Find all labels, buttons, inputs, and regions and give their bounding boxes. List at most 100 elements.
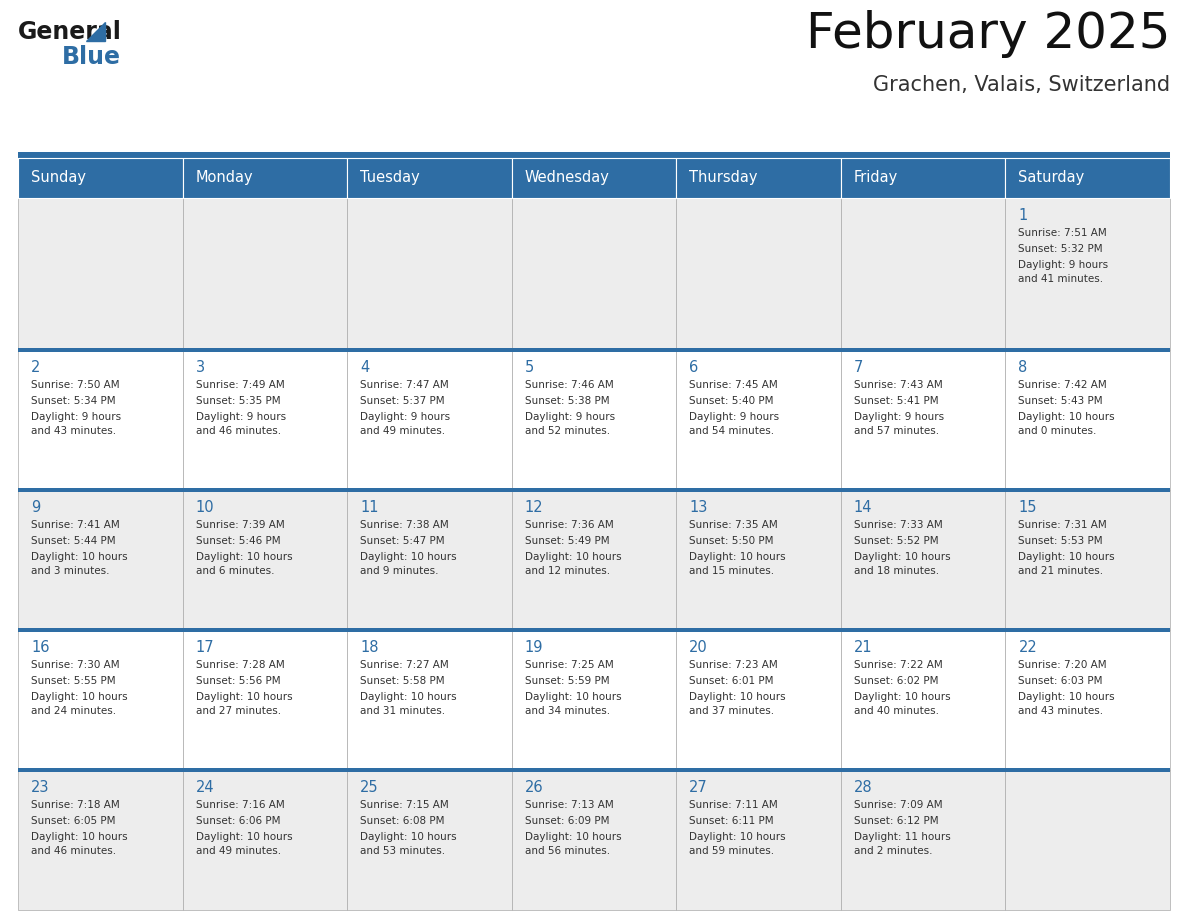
Bar	[18, 197, 183, 350]
Text: and 2 minutes.: and 2 minutes.	[854, 845, 933, 856]
Text: 23: 23	[31, 779, 50, 795]
Text: and 34 minutes.: and 34 minutes.	[525, 706, 609, 716]
Text: Sunrise: 7:09 AM: Sunrise: 7:09 AM	[854, 800, 942, 810]
Text: Sunrise: 7:51 AM: Sunrise: 7:51 AM	[1018, 228, 1107, 238]
Bar	[18, 630, 183, 770]
Text: Sunrise: 7:45 AM: Sunrise: 7:45 AM	[689, 380, 778, 390]
Text: Daylight: 10 hours: Daylight: 10 hours	[196, 692, 292, 701]
Text: 28: 28	[854, 779, 872, 795]
Text: and 46 minutes.: and 46 minutes.	[196, 426, 280, 436]
Text: Sunrise: 7:31 AM: Sunrise: 7:31 AM	[1018, 520, 1107, 530]
Text: Thursday: Thursday	[689, 170, 758, 185]
Text: Sunrise: 7:50 AM: Sunrise: 7:50 AM	[31, 380, 120, 390]
Text: Sunrise: 7:33 AM: Sunrise: 7:33 AM	[854, 520, 942, 530]
Text: 3: 3	[196, 360, 204, 375]
Bar	[676, 630, 841, 770]
Text: and 31 minutes.: and 31 minutes.	[360, 706, 446, 716]
Text: Sunset: 5:37 PM: Sunset: 5:37 PM	[360, 396, 444, 406]
Text: Sunset: 6:11 PM: Sunset: 6:11 PM	[689, 816, 773, 826]
Text: 4: 4	[360, 360, 369, 375]
Text: Daylight: 10 hours: Daylight: 10 hours	[525, 692, 621, 701]
Text: 21: 21	[854, 640, 872, 655]
Bar	[1005, 350, 1170, 489]
Bar	[841, 770, 1005, 910]
Text: Sunrise: 7:13 AM: Sunrise: 7:13 AM	[525, 800, 613, 810]
Polygon shape	[87, 22, 106, 41]
Bar	[1005, 197, 1170, 350]
Text: Sunrise: 7:16 AM: Sunrise: 7:16 AM	[196, 800, 284, 810]
Text: General: General	[18, 20, 122, 44]
Text: and 52 minutes.: and 52 minutes.	[525, 426, 609, 436]
Bar	[676, 350, 841, 489]
Text: Sunset: 6:09 PM: Sunset: 6:09 PM	[525, 816, 609, 826]
Text: Daylight: 10 hours: Daylight: 10 hours	[525, 552, 621, 562]
Text: Sunset: 6:12 PM: Sunset: 6:12 PM	[854, 816, 939, 826]
Bar	[676, 158, 841, 197]
Text: and 49 minutes.: and 49 minutes.	[196, 845, 280, 856]
Text: Sunset: 6:08 PM: Sunset: 6:08 PM	[360, 816, 444, 826]
Bar	[183, 770, 347, 910]
Bar	[512, 158, 676, 197]
Text: Sunset: 5:35 PM: Sunset: 5:35 PM	[196, 396, 280, 406]
Text: Sunrise: 7:28 AM: Sunrise: 7:28 AM	[196, 660, 284, 670]
Text: Sunrise: 7:25 AM: Sunrise: 7:25 AM	[525, 660, 613, 670]
Text: and 0 minutes.: and 0 minutes.	[1018, 426, 1097, 436]
Text: Sunset: 5:52 PM: Sunset: 5:52 PM	[854, 536, 939, 545]
Text: 15: 15	[1018, 499, 1037, 515]
Text: Sunrise: 7:30 AM: Sunrise: 7:30 AM	[31, 660, 120, 670]
Text: Daylight: 10 hours: Daylight: 10 hours	[689, 832, 786, 842]
Text: 8: 8	[1018, 360, 1028, 375]
Text: Monday: Monday	[196, 170, 253, 185]
Text: and 12 minutes.: and 12 minutes.	[525, 565, 609, 576]
Bar	[676, 770, 841, 910]
Bar	[347, 350, 512, 489]
Text: and 27 minutes.: and 27 minutes.	[196, 706, 280, 716]
Text: 26: 26	[525, 779, 543, 795]
Text: Sunset: 6:05 PM: Sunset: 6:05 PM	[31, 816, 115, 826]
Text: Daylight: 9 hours: Daylight: 9 hours	[689, 412, 779, 421]
Text: and 43 minutes.: and 43 minutes.	[1018, 706, 1104, 716]
Text: 19: 19	[525, 640, 543, 655]
Text: Grachen, Valais, Switzerland: Grachen, Valais, Switzerland	[873, 75, 1170, 95]
Text: Sunset: 5:55 PM: Sunset: 5:55 PM	[31, 676, 115, 686]
Bar	[18, 487, 1170, 492]
Text: Sunrise: 7:49 AM: Sunrise: 7:49 AM	[196, 380, 284, 390]
Text: Sunrise: 7:46 AM: Sunrise: 7:46 AM	[525, 380, 613, 390]
Text: Daylight: 9 hours: Daylight: 9 hours	[31, 412, 121, 421]
Text: Daylight: 11 hours: Daylight: 11 hours	[854, 832, 950, 842]
Bar	[512, 350, 676, 489]
Text: Sunset: 5:50 PM: Sunset: 5:50 PM	[689, 536, 773, 545]
Text: Daylight: 10 hours: Daylight: 10 hours	[689, 692, 786, 701]
Text: 20: 20	[689, 640, 708, 655]
Text: Sunset: 5:40 PM: Sunset: 5:40 PM	[689, 396, 773, 406]
Bar	[841, 197, 1005, 350]
Text: Daylight: 9 hours: Daylight: 9 hours	[854, 412, 944, 421]
Text: Daylight: 10 hours: Daylight: 10 hours	[1018, 692, 1116, 701]
Bar	[512, 197, 676, 350]
Text: 17: 17	[196, 640, 214, 655]
Bar	[18, 152, 1170, 158]
Bar	[676, 197, 841, 350]
Text: and 37 minutes.: and 37 minutes.	[689, 706, 775, 716]
Text: and 53 minutes.: and 53 minutes.	[360, 845, 446, 856]
Text: Sunrise: 7:39 AM: Sunrise: 7:39 AM	[196, 520, 284, 530]
Bar	[18, 350, 183, 489]
Text: 9: 9	[31, 499, 40, 515]
Bar	[1005, 770, 1170, 910]
Bar	[18, 158, 183, 197]
Bar	[18, 767, 1170, 772]
Bar	[841, 630, 1005, 770]
Bar	[676, 489, 841, 630]
Text: February 2025: February 2025	[805, 10, 1170, 58]
Bar	[1005, 158, 1170, 197]
Text: Blue: Blue	[62, 45, 121, 69]
Bar	[347, 489, 512, 630]
Text: Daylight: 10 hours: Daylight: 10 hours	[525, 832, 621, 842]
Text: and 18 minutes.: and 18 minutes.	[854, 565, 939, 576]
Text: Daylight: 10 hours: Daylight: 10 hours	[360, 692, 456, 701]
Text: Sunrise: 7:42 AM: Sunrise: 7:42 AM	[1018, 380, 1107, 390]
Text: Sunrise: 7:35 AM: Sunrise: 7:35 AM	[689, 520, 778, 530]
Text: and 3 minutes.: and 3 minutes.	[31, 565, 109, 576]
Text: Daylight: 10 hours: Daylight: 10 hours	[689, 552, 786, 562]
Bar	[1005, 489, 1170, 630]
